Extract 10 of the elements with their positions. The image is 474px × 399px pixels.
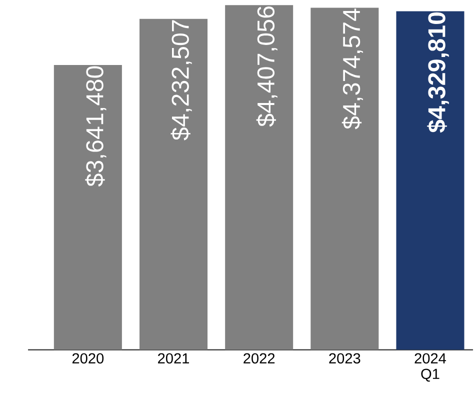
data-label: $3,641,480	[85, 66, 106, 186]
x-tick-label: 2024 Q1	[414, 353, 446, 382]
data-label: $4,232,507	[170, 20, 192, 140]
data-label: $4,329,810	[427, 12, 449, 132]
x-tick-label: 2023	[329, 353, 360, 364]
x-tick-label: 2021	[158, 353, 189, 364]
x-tick-label: 2022	[244, 353, 275, 364]
x-tick-label: 2020	[72, 353, 104, 364]
data-label: $4,374,574	[342, 8, 363, 130]
data-label: $4,407,056	[256, 6, 278, 127]
